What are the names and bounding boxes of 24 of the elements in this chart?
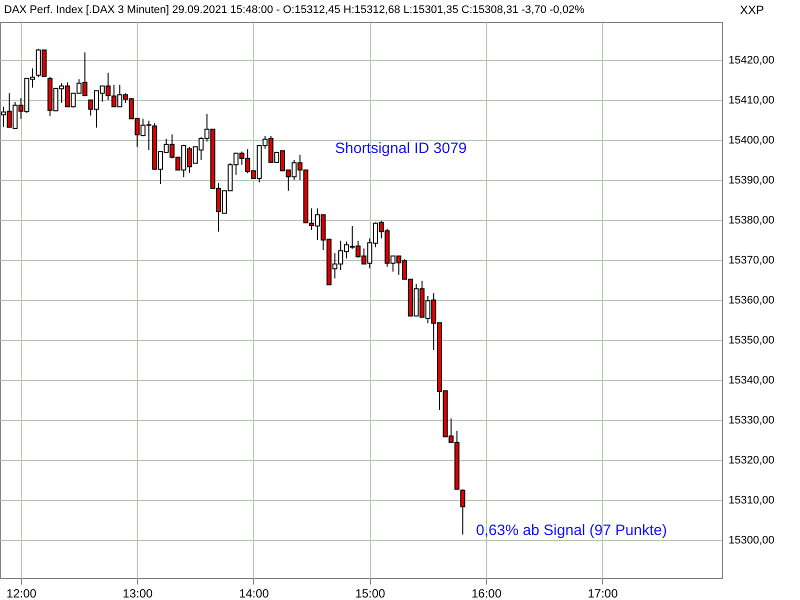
x-tick-label: 14:00 <box>238 586 270 600</box>
x-tick-label: 15:00 <box>355 586 386 600</box>
annotation: 0,63% ab Signal (97 Punkte) <box>476 522 667 539</box>
y-tick-label: 15360,00 <box>728 294 774 306</box>
y-tick-label: 15420,00 <box>728 54 774 66</box>
x-tick-label: 16:00 <box>471 586 502 600</box>
y-tick-label: 15410,00 <box>728 94 774 106</box>
x-tick-label: 12:00 <box>6 586 37 600</box>
y-tick-label: 15390,00 <box>728 174 774 186</box>
y-tick-label: 15400,00 <box>728 134 774 146</box>
text: XXP <box>740 3 764 17</box>
x-tick-label: 17:00 <box>588 586 618 600</box>
y-tick-label: 15380,00 <box>728 214 774 226</box>
y-tick-label: 15330,00 <box>728 414 774 426</box>
y-tick-label: 15310,00 <box>728 494 774 506</box>
candlestick <box>460 488 466 536</box>
annotation: Shortsignal ID 3079 <box>335 140 467 157</box>
y-tick-label: 15300,00 <box>728 534 774 546</box>
y-tick-label: 15370,00 <box>728 254 774 266</box>
y-tick-label: 15320,00 <box>728 454 774 466</box>
y-tick-label: 15350,00 <box>728 334 774 346</box>
x-tick-label: 13:00 <box>122 586 154 600</box>
y-tick-label: 15340,00 <box>728 374 774 386</box>
chart-title: DAX Perf. Index [.DAX 3 Minuten] 29.09.2021 15:48:00 - O:15312,45 H:15312,68 L:15301,35 C:15308,31 -3,70 -0,02% <box>4 4 585 16</box>
